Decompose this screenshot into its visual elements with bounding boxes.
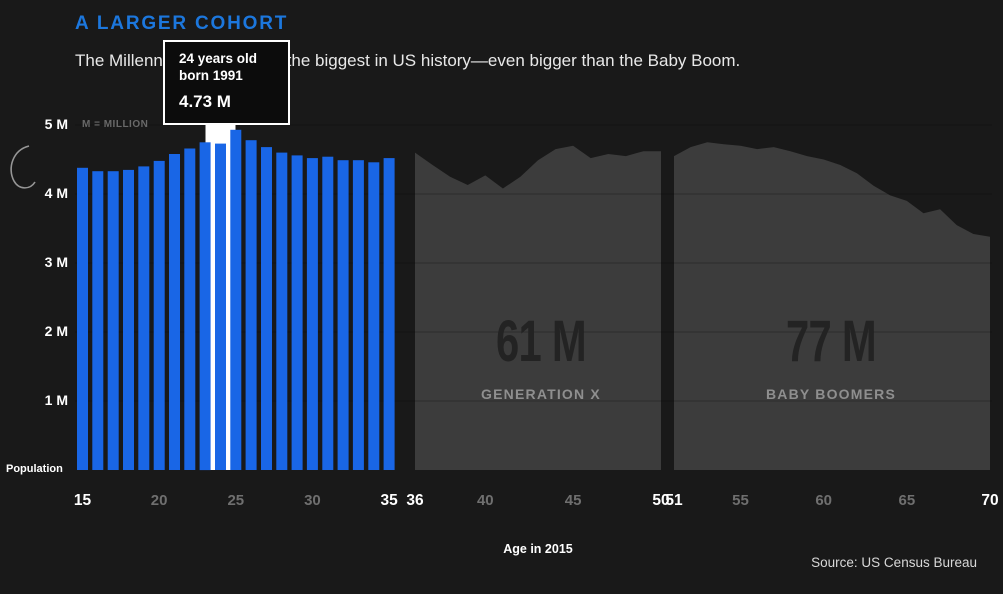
millennial-bar-age-17[interactable]: [107, 171, 119, 470]
millennial-bar-age-32[interactable]: [337, 160, 349, 470]
millennial-bar-age-16[interactable]: [92, 171, 104, 470]
millennial-bar-age-19[interactable]: [138, 166, 150, 470]
millennial-bar-age-27[interactable]: [261, 147, 272, 470]
x-axis-title: Age in 2015: [503, 542, 573, 556]
generation-x-area[interactable]: [415, 145, 661, 470]
millennial-bar-age-34[interactable]: [368, 162, 380, 471]
millennial-bar-age-26[interactable]: [245, 140, 257, 470]
millennial-bar-age-35[interactable]: [383, 158, 395, 470]
millennial-bar-age-30[interactable]: [306, 158, 318, 470]
tooltip-born-line: born 1991: [179, 68, 243, 83]
millennial-bar-age-20[interactable]: [153, 160, 165, 470]
millennial-bar-age-33[interactable]: [352, 160, 364, 470]
millennial-bar-age-29[interactable]: [291, 155, 303, 470]
baby-boomers-area[interactable]: [674, 142, 991, 471]
population-axis-label: Population: [6, 463, 63, 475]
millennial-bar-age-31[interactable]: [322, 156, 334, 470]
millennial-bar-age-28[interactable]: [276, 152, 288, 470]
millennial-bar-age-24[interactable]: [215, 143, 226, 470]
millennial-bar-age-25[interactable]: [230, 129, 242, 471]
tooltip-age-line: 24 years old: [179, 51, 258, 66]
million-note: M = MILLION: [82, 119, 149, 130]
millennial-bar-age-15[interactable]: [77, 167, 88, 471]
chart-title: A LARGER COHORT: [75, 13, 289, 34]
millennial-bar-age-21[interactable]: [169, 154, 180, 470]
cursor-glyph: [10, 145, 36, 189]
millennial-bar-age-22[interactable]: [184, 148, 196, 471]
hover-tooltip: 24 years old born 1991 4.73 M: [163, 40, 290, 125]
millennial-bar-age-18[interactable]: [123, 169, 134, 470]
source-credit: Source: US Census Bureau: [811, 555, 977, 570]
millennial-bar-age-23[interactable]: [199, 142, 211, 471]
tooltip-value: 4.73 M: [179, 92, 231, 111]
